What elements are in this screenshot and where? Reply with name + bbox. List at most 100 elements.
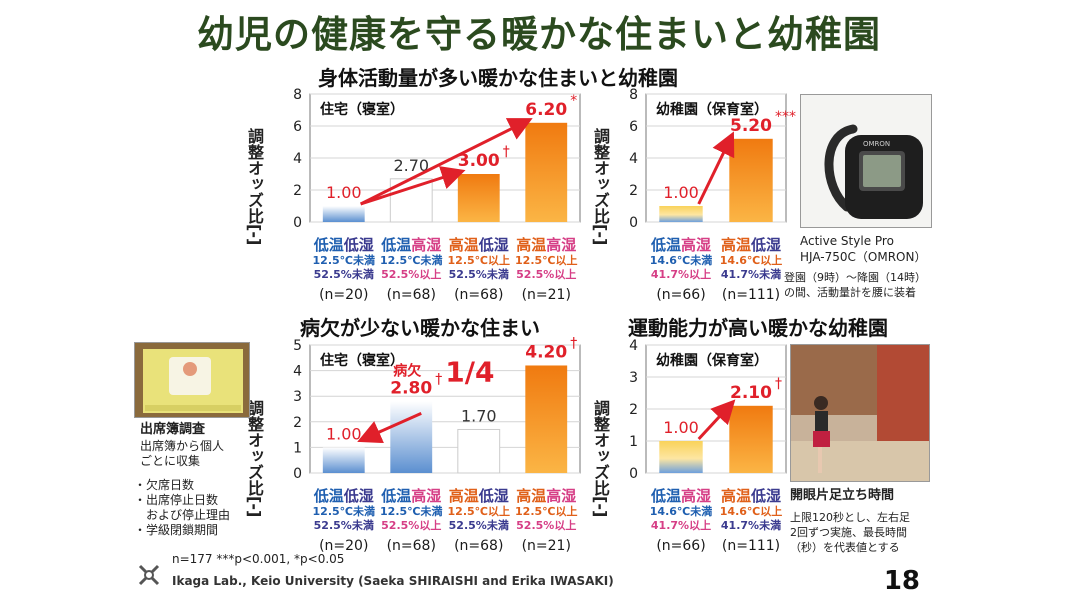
lab-logo-icon [138, 564, 160, 586]
device-desc-1: 登園（9時）～降園（14時） [784, 271, 926, 284]
chart-activity-home: 0 2 4 6 8 住宅（寝室） 1.00 2.70 3.00 † 6.20 * [293, 87, 581, 231]
ylabel-chart-3: 調整オッズ比[-] [245, 400, 264, 518]
annotation-big: 1/4 [445, 355, 494, 388]
y-tick-label: 0 [293, 466, 302, 482]
y-tick-label: 2 [629, 183, 638, 199]
arrow [697, 399, 736, 441]
ylabel-chart-4: 調整オッズ比[-] [591, 400, 610, 518]
value-label: 1.00 [326, 424, 362, 443]
attendance-desc-2: ごとに収集 [140, 454, 201, 468]
value-label: 2.70 [393, 156, 429, 175]
y-tick-label: 4 [293, 364, 302, 380]
attendance-item-3: および停止理由 [134, 508, 231, 522]
y-tick-label: 2 [629, 402, 638, 418]
y-tick-label: 8 [629, 87, 638, 103]
significance-mark: † [435, 371, 442, 387]
y-tick-label: 4 [293, 151, 302, 167]
value-label: 1.00 [663, 183, 699, 202]
bar-高温高湿 [525, 122, 568, 222]
section-title-motor: 運動能力が高い暖かな幼稚園 [628, 316, 888, 340]
section-title-activity: 身体活動量が多い暖かな住まいと幼稚園 [318, 66, 678, 90]
value-label: 1.70 [461, 406, 497, 425]
attendance-heading: 出席簿調査 [140, 422, 206, 437]
panel-title: 住宅（寝室） [320, 352, 404, 369]
section-title-absence: 病欠が少ない暖かな住まい [300, 316, 540, 340]
y-tick-label: 3 [293, 389, 302, 405]
y-tick-label: 4 [629, 338, 638, 354]
arrow [360, 118, 533, 206]
significance-mark: * [570, 93, 577, 109]
category-label: 高温高湿 12.5℃以上 52.5%以上 (n=21) [515, 236, 578, 303]
balance-heading: 開眼片足立ち時間 [790, 488, 895, 503]
arrow [357, 411, 422, 444]
ylabel-chart-1: 調整オッズ比[-] [245, 128, 264, 246]
y-tick-label: 4 [629, 151, 638, 167]
balance-desc-3: （秒）を代表値とする [790, 541, 900, 554]
bar-低温低湿 [322, 206, 365, 222]
svg-text:OMRON: OMRON [863, 140, 890, 148]
balance-desc-1: 上限120秒とし、左右足 [790, 511, 910, 524]
y-tick-label: 0 [629, 215, 638, 231]
panel-title: 住宅（寝室） [320, 101, 404, 118]
category-label: 低温低湿 12.5℃未満 52.5%未満 (n=20) [312, 487, 375, 554]
value-label: 3.00 [458, 151, 500, 171]
value-label: 6.20 [525, 100, 567, 120]
device-desc-2: の間、活動量計を腰に装着 [784, 286, 916, 299]
y-tick-label: 2 [293, 415, 302, 431]
significance-mark: † [570, 335, 577, 351]
category-label: 低温高湿 14.6℃未満 41.7%以上 (n=66) [649, 487, 713, 554]
y-tick-label: 2 [293, 183, 302, 199]
value-label: 2.10 [730, 383, 772, 403]
y-tick-label: 8 [293, 87, 302, 103]
value-label: 5.20 [730, 116, 772, 136]
y-tick-label: 0 [293, 215, 302, 231]
footer-stats: n=177 ***p<0.001, *p<0.05 [172, 552, 345, 566]
bar-高温低湿 [457, 428, 501, 474]
value-label: 1.00 [326, 183, 362, 202]
activity-meter-photo: OMRON [800, 94, 932, 228]
y-tick-label: 5 [293, 338, 302, 354]
device-name: Active Style Pro [800, 234, 894, 248]
category-label: 低温高湿 14.6℃未満 41.7%以上 (n=66) [649, 236, 713, 303]
category-label: 高温高湿 12.5℃以上 52.5%以上 (n=21) [515, 487, 578, 554]
category-label: 低温低湿 12.5℃未満 52.5%未満 (n=20) [312, 236, 375, 303]
attendance-item-2: ・出席停止日数 [134, 493, 219, 507]
category-label: 高温低湿 14.6℃以上 41.7%未満 (n=111) [719, 487, 783, 554]
category-label: 低温高湿 12.5℃未満 52.5%以上 (n=68) [380, 487, 443, 554]
y-tick-label: 1 [629, 434, 638, 450]
arrow [697, 131, 735, 205]
value-label: 2.80 [390, 378, 432, 398]
y-tick-label: 1 [293, 440, 302, 456]
footer-lab: Ikaga Lab., Keio University (Saeka SHIRA… [172, 574, 614, 588]
bar-高温低湿 [729, 138, 773, 222]
category-label: 高温低湿 14.6℃以上 41.7%未満 (n=111) [719, 236, 783, 303]
bar-低温高湿 [390, 401, 433, 473]
bar-高温低湿 [457, 174, 500, 222]
attendance-book-photo [134, 342, 250, 418]
device-model: HJA-750C（OMRON） [800, 250, 927, 264]
attendance-desc-1: 出席簿から個人 [140, 439, 225, 453]
ylabel-chart-2: 調整オッズ比[-] [591, 128, 610, 246]
annotation-prefix: 病欠 [393, 362, 421, 379]
bar-低温高湿 [659, 441, 703, 473]
significance-mark: † [775, 376, 782, 392]
bar-低温低湿 [322, 447, 365, 473]
chart-motor-kindergarten: 0 1 2 3 4 幼稚園（保育室） 1.00 2.10 † [629, 338, 787, 482]
category-label: 高温低湿 12.5℃以上 52.5%未満 (n=68) [447, 487, 510, 554]
y-tick-label: 0 [629, 466, 638, 482]
y-tick-label: 6 [293, 119, 302, 135]
value-label: 1.00 [663, 418, 699, 437]
page-number: 18 [883, 566, 920, 596]
attendance-item-4: ・学級閉鎖期間 [134, 523, 219, 537]
arrow [360, 166, 466, 206]
attendance-item-1: ・欠席日数 [134, 478, 195, 492]
category-label: 高温低湿 12.5℃以上 52.5%未満 (n=68) [447, 236, 510, 303]
category-label: 低温高湿 12.5℃未満 52.5%以上 (n=68) [380, 236, 443, 303]
value-label: 4.20 [525, 342, 567, 362]
significance-mark: † [503, 144, 510, 160]
bar-高温低湿 [729, 405, 773, 473]
bar-高温高湿 [525, 365, 568, 473]
bar-低温高湿 [659, 206, 703, 222]
balance-test-photo [790, 344, 930, 482]
